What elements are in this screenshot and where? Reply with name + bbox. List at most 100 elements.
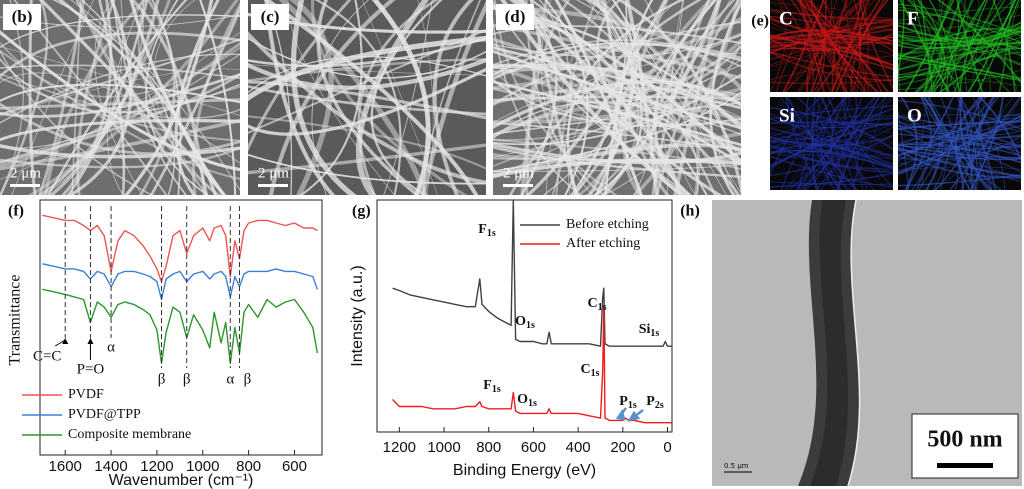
fiber <box>0 102 240 156</box>
fiber <box>831 0 849 92</box>
fiber <box>898 73 1021 86</box>
fiber <box>493 164 741 173</box>
fiber <box>898 129 1021 143</box>
fiber <box>927 97 964 190</box>
fiber <box>0 143 240 159</box>
fiber <box>423 0 482 195</box>
fiber <box>959 97 992 190</box>
fiber <box>898 135 1021 154</box>
fiber <box>922 97 976 190</box>
fiber <box>909 0 1010 92</box>
fiber <box>770 105 893 120</box>
fiber <box>898 115 1021 148</box>
panel-label-box <box>496 4 534 30</box>
fiber <box>816 0 881 92</box>
scale-label: 2 μm <box>10 165 41 181</box>
fiber <box>493 158 741 179</box>
fiber <box>779 97 841 190</box>
marker-label: α <box>226 371 234 387</box>
fiber <box>770 22 893 46</box>
fiber <box>0 46 240 117</box>
fiber <box>934 97 994 190</box>
fiber <box>37 0 86 195</box>
panel-label-box <box>3 4 41 30</box>
fiber <box>836 97 880 190</box>
fiber <box>924 97 989 190</box>
fiber <box>898 148 1021 179</box>
y-axis-title: Transmittance <box>7 275 24 366</box>
fiber <box>917 0 943 92</box>
fiber <box>770 150 893 157</box>
fiber <box>770 151 893 172</box>
fiber <box>417 0 434 195</box>
fiber <box>770 138 893 170</box>
x-tick-label: 800 <box>236 458 261 475</box>
fiber <box>959 97 970 190</box>
peak-orbital: 1s <box>598 302 607 313</box>
fiber <box>0 119 240 142</box>
peak-orbital: 1s <box>492 384 501 395</box>
arrow-head <box>62 338 69 344</box>
fiber-core <box>810 200 848 486</box>
panel-label-box <box>251 4 289 30</box>
fiber <box>770 50 893 82</box>
peak-label: F1s <box>483 378 501 395</box>
fiber <box>977 0 1020 92</box>
fiber <box>959 0 991 92</box>
fiber <box>248 67 486 136</box>
fiber <box>47 0 188 195</box>
fiber <box>898 143 1021 150</box>
fiber <box>940 0 958 92</box>
fiber <box>493 79 741 129</box>
fiber <box>493 122 741 151</box>
fiber <box>655 0 741 195</box>
fiber <box>770 144 893 173</box>
fiber <box>898 6 1021 56</box>
scale-bar <box>10 184 40 187</box>
fiber <box>0 30 240 172</box>
marker-arrow <box>54 339 66 347</box>
scale-label: 2 μm <box>503 165 534 181</box>
peak-label: P2s <box>646 394 664 411</box>
panel-label: (b) <box>12 7 33 26</box>
fiber <box>810 0 879 92</box>
x-tick-label: 1000 <box>427 439 460 456</box>
fiber <box>94 0 143 195</box>
fiber <box>555 0 598 195</box>
fiber <box>770 117 893 143</box>
fiber <box>0 31 240 79</box>
small-scale-label: 0.5 μm <box>724 462 749 470</box>
x-tick-label: 400 <box>566 439 591 456</box>
fiber <box>782 0 825 92</box>
fiber <box>922 0 961 92</box>
scale-label: 2 μm <box>258 165 289 181</box>
fiber <box>811 97 818 190</box>
fiber <box>925 0 1002 92</box>
fiber <box>898 51 1021 76</box>
x-tick-label: 1600 <box>49 458 82 475</box>
fiber <box>770 41 893 45</box>
x-tick-label: 0 <box>663 439 671 456</box>
fiber <box>917 0 964 92</box>
fiber <box>851 0 862 92</box>
fiber <box>0 32 240 180</box>
fiber <box>796 0 870 92</box>
fiber <box>1009 0 1021 92</box>
fiber <box>968 97 983 190</box>
peak-label: O1s <box>517 392 537 409</box>
fiber <box>898 174 1021 187</box>
fiber <box>898 22 1021 42</box>
peak-element: O <box>517 392 528 407</box>
legend-label: Before etching <box>566 217 649 232</box>
fiber <box>770 27 893 47</box>
fiber <box>586 0 669 195</box>
fiber <box>493 17 582 195</box>
arrow <box>615 407 627 421</box>
fiber <box>898 69 1021 90</box>
fiber <box>770 21 893 46</box>
fiber <box>913 0 936 92</box>
fiber <box>992 0 1016 92</box>
peak-label: F1s <box>478 222 496 239</box>
fiber <box>592 0 643 195</box>
fiber <box>310 0 468 195</box>
